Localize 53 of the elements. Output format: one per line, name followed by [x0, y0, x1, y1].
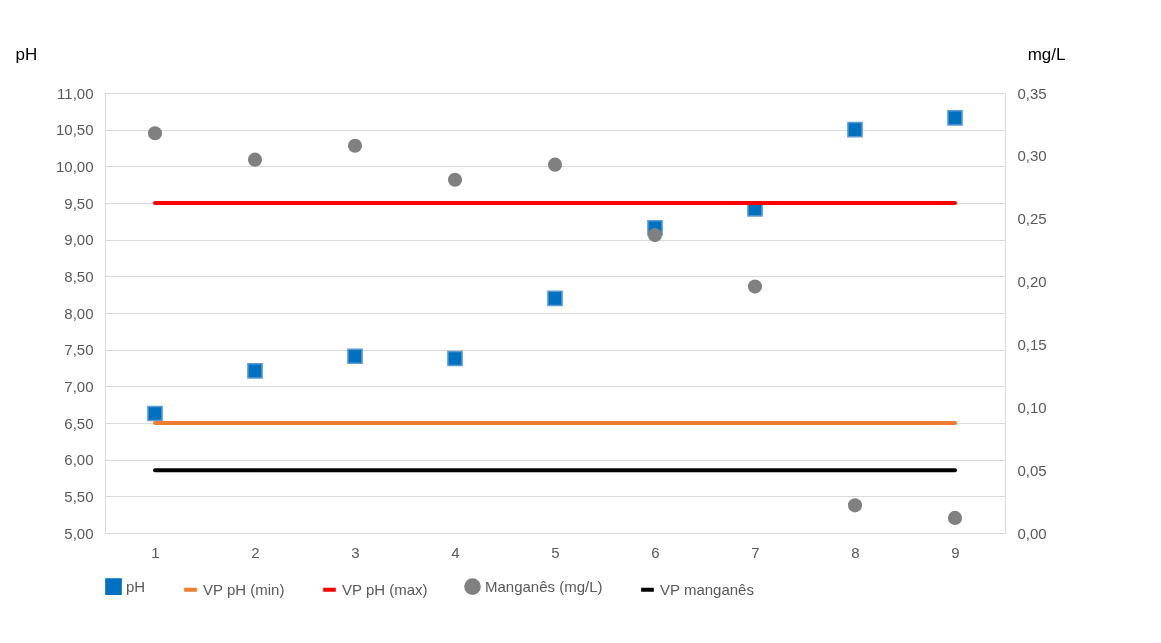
point: [147, 126, 163, 141]
y-axis-title: pH: [15, 44, 38, 64]
y-tick-label: 5,50: [64, 487, 94, 505]
point: [347, 138, 363, 153]
point: [947, 110, 963, 126]
point: [747, 279, 763, 294]
legend-label: VP pH (max): [342, 580, 428, 598]
y2-tick-label: 0,10: [1017, 398, 1047, 416]
x-tick-label: 7: [751, 543, 760, 561]
y-tick-label: 6,00: [64, 451, 94, 469]
y-tick-label: 8,00: [64, 304, 94, 322]
y2-tick-label: 0,00: [1017, 524, 1047, 542]
point: [447, 350, 463, 367]
point: [447, 172, 463, 187]
y2-tick-label: 0,20: [1017, 273, 1047, 291]
y-tick-label: 8,50: [64, 267, 94, 285]
point: [347, 348, 363, 365]
x-tick-label: 6: [651, 543, 660, 561]
point: [647, 228, 663, 243]
y2-tick-label: 0,05: [1017, 461, 1047, 479]
legend-label: pH: [126, 577, 146, 595]
y-tick-label: 9,50: [64, 194, 94, 212]
point: [247, 363, 263, 379]
y2-tick-label: 0,15: [1017, 335, 1047, 353]
y-tick-label: 6,50: [64, 414, 94, 432]
y-tick-label: 10,00: [55, 157, 94, 175]
x-tick-label: 2: [251, 543, 260, 561]
point: [247, 152, 263, 167]
point: [847, 498, 863, 513]
y2-tick-label: 0,30: [1017, 147, 1047, 165]
x-tick-label: 1: [151, 543, 160, 561]
y-tick-label: 11,00: [57, 84, 94, 102]
legend-label: Manganês (mg/L): [485, 577, 603, 595]
point: [947, 510, 963, 525]
x-tick-label: 3: [351, 543, 360, 561]
x-tick-label: 4: [451, 543, 460, 561]
x-tick-label: 5: [551, 543, 560, 561]
x-tick-label: 8: [851, 543, 860, 561]
point: [547, 290, 563, 307]
y-tick-label: 10,50: [55, 121, 94, 139]
y2-tick-label: 0,25: [1017, 210, 1047, 228]
legend-label: VP manganês: [660, 580, 754, 598]
y2-tick-label: 0,35: [1017, 84, 1047, 102]
x-tick-label: 9: [951, 543, 960, 561]
point: [547, 157, 563, 172]
legend-label: VP pH (min): [203, 580, 285, 598]
y-tick-label: 7,00: [64, 377, 94, 395]
y2-axis-title: mg/L: [1027, 44, 1066, 64]
y-tick-label: 9,00: [64, 231, 94, 249]
y-tick-label: 7,50: [64, 341, 94, 359]
y-tick-label: 5,00: [64, 524, 94, 542]
point: [847, 121, 863, 138]
point: [147, 405, 163, 422]
